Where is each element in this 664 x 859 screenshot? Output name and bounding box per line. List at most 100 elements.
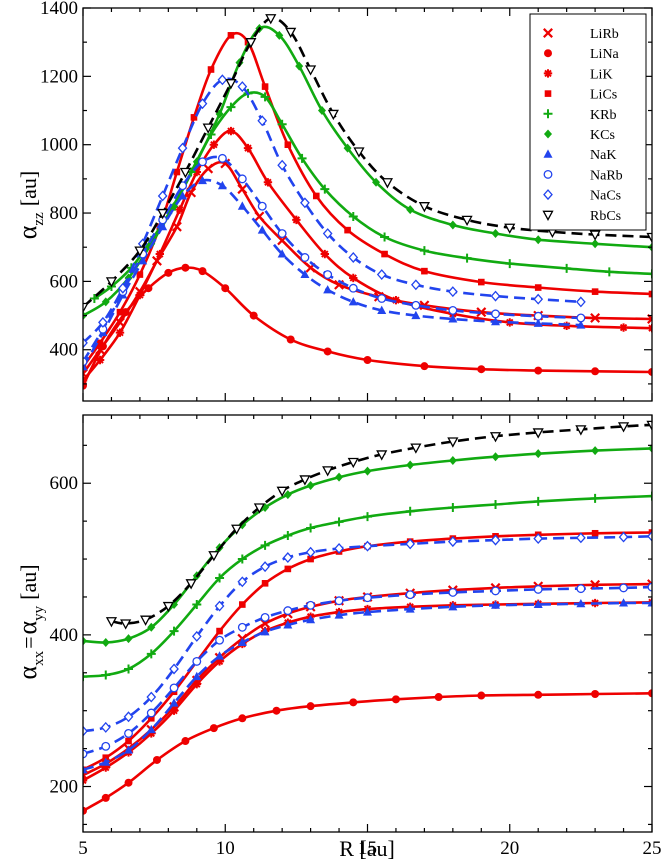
point-lics xyxy=(648,290,652,298)
legend-label-kcs: KCs xyxy=(590,128,615,143)
point-rbcs xyxy=(105,277,118,288)
point-nak xyxy=(158,221,168,231)
point-nak xyxy=(197,175,207,185)
point-nacs xyxy=(410,279,421,291)
y-tick-label: 800 xyxy=(50,203,79,224)
point-narb xyxy=(83,749,88,759)
point-rbcs xyxy=(299,475,311,486)
point-rbcs xyxy=(105,617,118,628)
series-nak xyxy=(83,598,652,774)
bottom-series-layer xyxy=(83,420,652,815)
point-rbcs xyxy=(276,486,288,497)
point-narb xyxy=(237,622,247,632)
point-lina xyxy=(124,778,133,787)
point-krb xyxy=(562,263,572,273)
point-lik xyxy=(169,706,179,715)
point-lik xyxy=(292,215,301,225)
bottom-y-axis-title: αxx=αyy[au] xyxy=(13,564,47,679)
series-krb xyxy=(83,491,652,682)
legend-label-lics: LiCs xyxy=(590,88,617,103)
point-nacs xyxy=(123,711,134,723)
legend-label-krb: KRb xyxy=(590,108,616,123)
x-tick-label: 10 xyxy=(216,838,235,859)
point-rbcs xyxy=(410,443,422,454)
point-narb xyxy=(260,612,270,622)
point-lics xyxy=(478,278,485,286)
point-lirb xyxy=(203,163,214,174)
series-line-lik xyxy=(83,601,652,782)
point-rbcs xyxy=(461,215,473,227)
point-lirb xyxy=(254,211,265,222)
point-lics xyxy=(381,250,388,258)
point-kcs xyxy=(343,143,352,153)
point-lirb xyxy=(277,235,288,246)
series-line-nak xyxy=(83,601,652,772)
point-rbcs xyxy=(245,38,257,49)
point-lina xyxy=(83,806,87,815)
bottom-ticks: 5 10 15 20 25 200 400 600 xyxy=(50,415,662,859)
point-kcs xyxy=(306,481,315,491)
point-lics xyxy=(591,529,599,537)
point-nak xyxy=(363,607,372,616)
point-nak xyxy=(83,765,88,774)
point-lina xyxy=(591,690,600,699)
point-lics xyxy=(96,339,104,347)
point-narb xyxy=(217,153,227,163)
point-nak xyxy=(491,600,501,609)
point-lirb xyxy=(476,307,487,318)
point-krb xyxy=(260,540,270,550)
point-nacs xyxy=(533,293,544,305)
point-lik xyxy=(135,290,145,300)
point-rbcs xyxy=(376,450,388,461)
point-kcs xyxy=(275,30,284,40)
point-lina xyxy=(272,706,281,715)
point-rbcs xyxy=(589,230,601,241)
point-lina xyxy=(164,268,173,277)
point-kcs xyxy=(406,205,415,215)
point-lics xyxy=(534,284,542,291)
point-lik xyxy=(263,178,273,187)
point-nak xyxy=(124,745,134,754)
point-krb xyxy=(277,119,287,129)
point-lik xyxy=(192,679,201,689)
point-rbcs xyxy=(447,437,459,448)
point-nacs xyxy=(237,81,248,93)
legend-marker-kcs xyxy=(544,129,552,139)
bottom-ylabel-unit: [au] xyxy=(16,564,41,599)
point-nak xyxy=(192,671,202,681)
bottom-ylabel-sub1: xx xyxy=(31,650,47,666)
point-lirb xyxy=(590,312,601,323)
point-krb xyxy=(192,600,202,610)
point-lina xyxy=(648,367,652,376)
legend-marker-krb xyxy=(543,109,553,119)
legend-label-lirb: LiRb xyxy=(590,27,619,42)
point-krb xyxy=(505,259,515,269)
top-y-axis-title: αzz [au] xyxy=(13,171,47,239)
point-narb xyxy=(146,708,156,718)
point-nak xyxy=(411,310,421,320)
legend-marker-nak xyxy=(543,149,553,158)
point-lics xyxy=(307,555,314,563)
point-nacs xyxy=(618,531,629,543)
point-krb xyxy=(320,184,330,194)
point-narb xyxy=(192,656,202,666)
point-narb xyxy=(237,174,247,184)
point-nak xyxy=(217,180,227,190)
point-krb xyxy=(260,92,270,102)
point-nacs xyxy=(362,540,373,552)
point-narb xyxy=(215,635,225,645)
point-krb xyxy=(283,531,293,541)
point-nak xyxy=(306,614,316,624)
point-narb xyxy=(533,311,543,321)
point-nacs xyxy=(647,530,652,542)
point-nacs xyxy=(214,600,225,612)
point-lik xyxy=(115,328,125,337)
point-nak xyxy=(647,598,652,607)
point-lina xyxy=(238,714,247,723)
point-lina xyxy=(323,347,332,356)
point-nacs xyxy=(237,576,248,588)
point-lik xyxy=(147,729,156,738)
point-krb xyxy=(306,523,316,533)
point-nak xyxy=(448,602,458,611)
point-narb xyxy=(124,728,133,738)
